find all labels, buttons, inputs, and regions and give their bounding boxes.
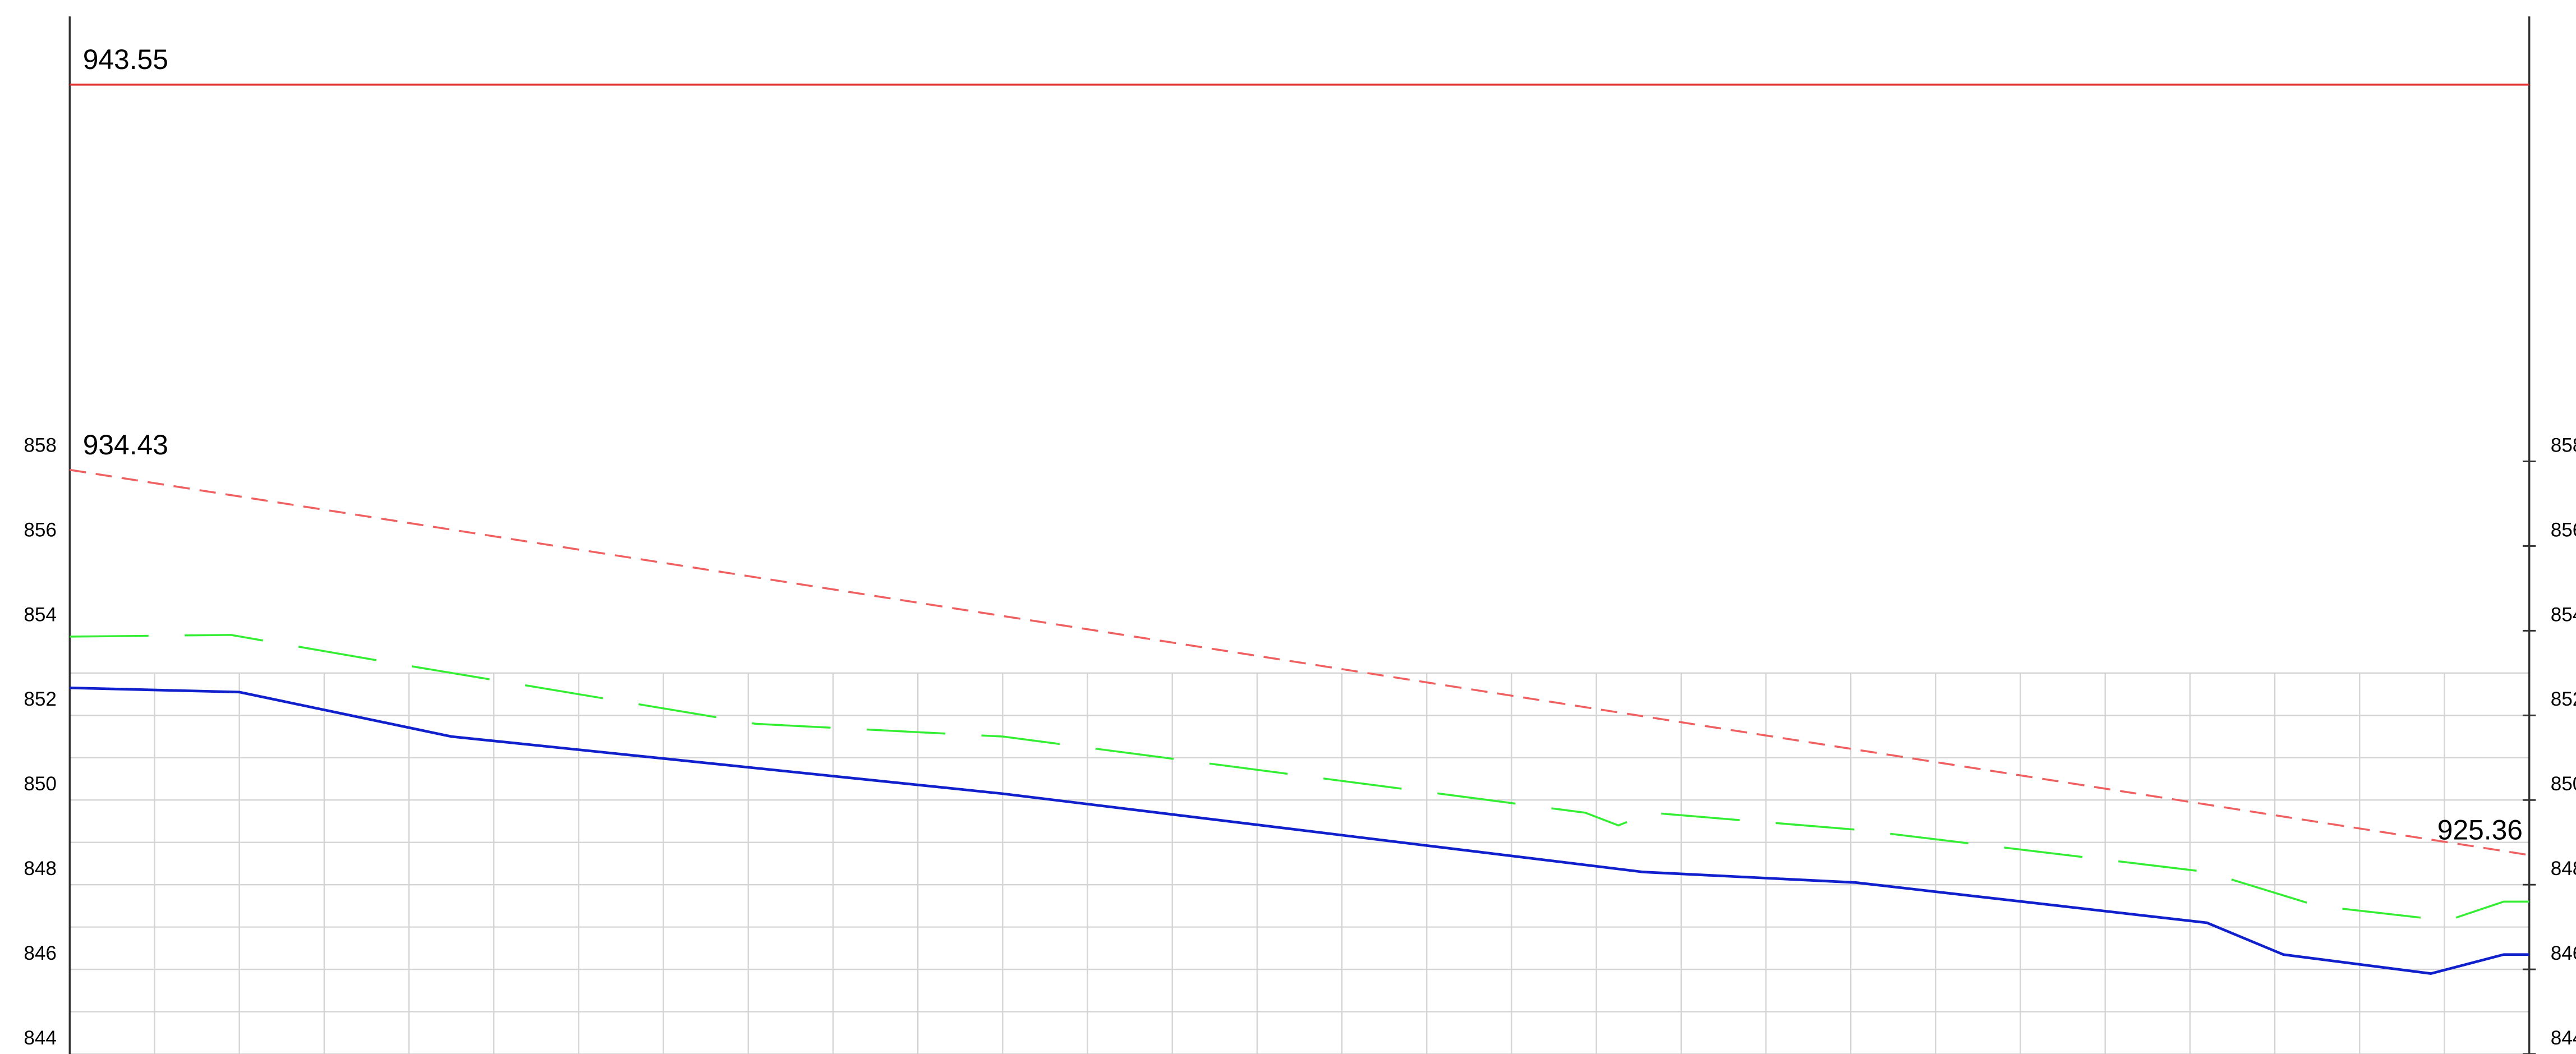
y-tick-label: 854 [24,604,57,625]
annotation: 943.55 [83,44,168,75]
y-tick-label: 858 [24,434,57,456]
y-tick-label-right: 856 [2551,519,2576,541]
annotation: 925.36 [2437,814,2523,845]
y-tick-label-right: 850 [2551,773,2576,795]
y-tick-label: 850 [24,773,57,795]
y-tick-label-right: 844 [2551,1027,2576,1049]
y-tick-label-right: 858 [2551,434,2576,456]
y-tick-label: 856 [24,519,57,541]
y-tick-label-right: 846 [2551,942,2576,964]
y-tick-label-right: 848 [2551,858,2576,880]
y-tick-label-right: 852 [2551,688,2576,710]
y-tick-label: 848 [24,858,57,880]
series-line [70,686,2529,975]
series-line [70,634,2529,922]
y-tick-label: 844 [24,1027,57,1049]
series-line [70,468,2529,857]
y-tick-label-right: 854 [2551,604,2576,625]
y-tick-label: 852 [24,688,57,710]
y-tick-label: 846 [24,942,57,964]
annotation: 934.43 [83,429,168,461]
